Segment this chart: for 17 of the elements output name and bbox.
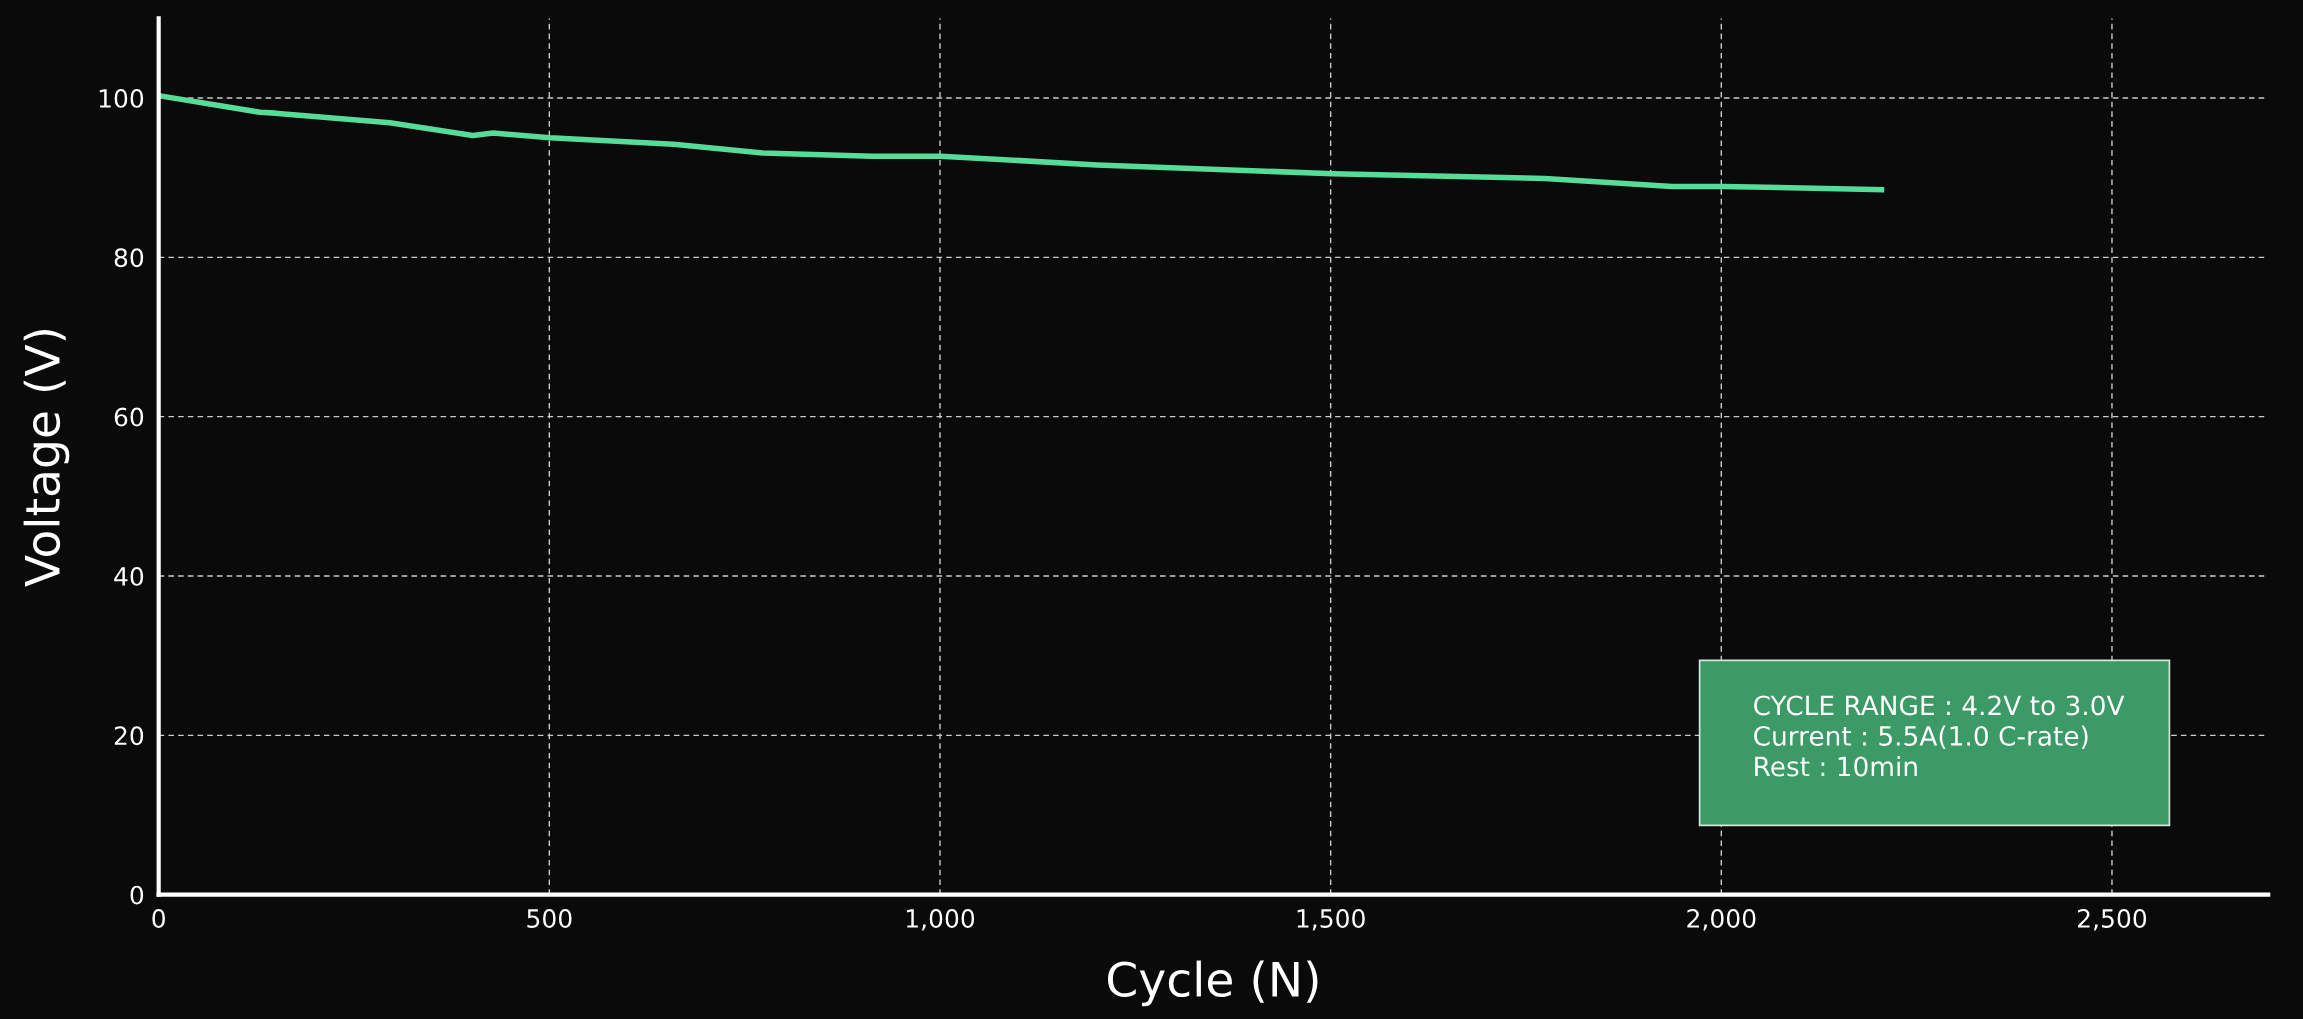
x-tick-label: 2,500 [2078, 909, 2147, 931]
y-tick-label: 80 [114, 248, 144, 268]
x-axis-title: Cycle (N) [1107, 960, 1318, 1007]
x-tick-label: 0 [152, 909, 165, 928]
y-tick-label: 40 [114, 566, 144, 586]
y-tick-label: 100 [99, 88, 144, 108]
x-tick-label: 2,000 [1687, 909, 1756, 931]
x-tick-label: 500 [527, 909, 572, 928]
annotation: Current : 5.5A(1.0 C-rate) [1754, 725, 2088, 750]
annotation: CYCLE RANGE : 4.2V to 3.0V [1754, 695, 2125, 716]
x-tick-label: 1,500 [1297, 909, 1365, 931]
x-tick-label: 1,000 [906, 909, 975, 931]
y-tick-label: 20 [114, 726, 144, 746]
y-axis-title: Voltage (V) [23, 329, 70, 587]
annotation: Rest : 10min [1755, 756, 1917, 777]
y-tick-label: 60 [114, 407, 144, 427]
y-tick-label: 0 [130, 885, 144, 905]
